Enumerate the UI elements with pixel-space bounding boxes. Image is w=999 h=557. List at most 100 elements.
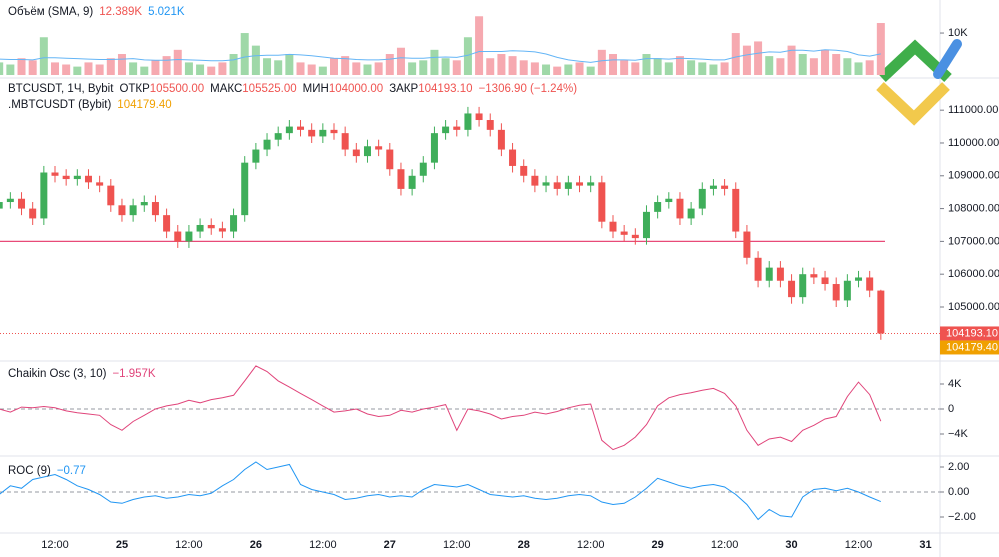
volume-bar [709,64,718,75]
y-tick-label: 107000.00 [948,235,999,247]
volume-bar [95,64,104,75]
candle-body [263,139,271,150]
volume-bar [240,33,249,75]
chaikin-legend: Chaikin Osc (3, 10) −1.957K [8,368,162,380]
x-tick-label: 25 [116,539,128,551]
candle-body [118,205,126,216]
volume-bar [631,62,640,75]
x-tick-label: 29 [652,539,664,551]
volume-bar [374,62,383,75]
volume-bar [352,62,361,75]
candle-body [430,133,438,163]
candle-body [732,188,740,232]
volume-bar [196,64,205,75]
roc-legend: ROC (9) −0.77 [8,465,92,477]
high-label: МАКС [210,83,243,95]
volume-bar [408,62,417,75]
candle-body [642,211,650,239]
candle-body [665,198,673,203]
candle-body [620,231,628,235]
volume-bar [653,58,662,75]
high-value: 105525.00 [242,83,297,95]
volume-bar [475,16,484,76]
candle-body [319,129,327,137]
volume-bar [698,62,707,75]
volume-bar [162,56,171,75]
roc-last: −0.77 [56,465,86,477]
candle-body [207,224,215,229]
volume-bar [787,45,796,75]
candle-body [509,149,517,166]
volume-bar [821,49,830,75]
candle-body [631,234,639,239]
volume-bar [207,66,216,75]
candle-body [531,175,539,186]
candle-body [352,149,360,157]
x-tick-label: 12:00 [845,539,873,551]
candle-body [609,221,617,232]
volume-bar [720,62,729,75]
x-tick-label: 27 [384,539,396,551]
candle-body [73,175,81,180]
candle-body [285,126,293,134]
volume-bar [62,64,71,75]
volume-bar [519,60,528,75]
compare-price-box [940,340,999,355]
x-tick-label: 30 [785,539,797,551]
candle-body [564,182,572,189]
candle-body [542,182,550,186]
candle-body [486,120,494,130]
candle-body [151,202,159,216]
candle-body [84,175,92,183]
volume-bar [575,62,584,75]
volume-bar [184,62,193,75]
x-tick-label: 12:00 [577,539,605,551]
volume-bar [564,64,573,75]
volume-bar [642,54,651,75]
volume-bar [39,37,48,75]
candle-body [765,267,773,281]
volume-bar [307,64,316,75]
volume-bar [586,66,595,75]
candle-body [698,188,706,209]
x-tick-label: 28 [518,539,530,551]
candle-body [0,202,3,209]
volume-bar [776,58,785,75]
candle-body [185,231,193,242]
volume-bar [664,62,673,75]
candle-body [129,205,137,216]
compare-value: 104179.40 [117,99,172,111]
volume-bar [218,62,227,75]
candle-body [788,280,796,298]
volume-last: 12.389K [99,6,143,18]
candle-body [51,172,59,176]
volume-bar [0,62,4,75]
candle-body [96,182,104,186]
y-tick-label: 109000.00 [948,170,999,182]
volume-bar [6,64,15,75]
compare-price-label: 104179.40 [946,341,998,353]
candle-body [308,129,316,137]
y-tick-label: 0 [948,403,954,415]
candle-body [843,280,851,301]
price-legend: BTCUSDT, 1Ч, Bybit ОТКР105500.00 МАКС10552… [8,83,583,95]
volume-bar [508,56,517,75]
candle-body [330,129,338,134]
volume-bar [854,62,863,75]
indicator-line [0,365,882,451]
volume-bar [84,62,93,75]
volume-bar [798,54,807,75]
y-tick-label: 0.00 [948,486,969,498]
volume-bar [609,54,617,75]
chaikin-last: −1.957K [112,368,156,380]
candle-body [363,146,371,157]
y-tick-label: −4K [948,428,969,440]
open-label: ОТКР [119,83,150,95]
volume-bar [553,66,562,75]
candle-body [62,175,70,180]
candle-body [18,198,26,209]
logo-yellow [876,81,950,126]
volume-bar [754,41,763,75]
volume-bar [51,62,59,75]
